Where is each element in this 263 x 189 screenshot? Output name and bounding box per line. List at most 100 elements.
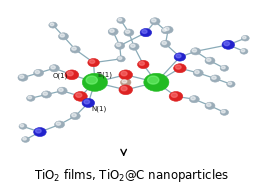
Circle shape bbox=[138, 60, 149, 69]
Circle shape bbox=[22, 137, 29, 142]
Circle shape bbox=[171, 93, 177, 97]
Circle shape bbox=[163, 26, 173, 33]
Circle shape bbox=[70, 112, 80, 120]
Circle shape bbox=[70, 46, 80, 53]
Circle shape bbox=[169, 91, 183, 101]
Circle shape bbox=[56, 122, 60, 125]
Circle shape bbox=[88, 58, 99, 67]
Circle shape bbox=[176, 54, 181, 58]
Circle shape bbox=[118, 57, 122, 60]
Circle shape bbox=[206, 58, 211, 61]
Circle shape bbox=[139, 62, 144, 65]
Circle shape bbox=[19, 124, 27, 129]
Circle shape bbox=[43, 92, 47, 95]
Circle shape bbox=[27, 95, 35, 101]
Circle shape bbox=[148, 76, 159, 84]
Circle shape bbox=[89, 60, 95, 64]
Circle shape bbox=[140, 29, 152, 37]
Circle shape bbox=[28, 96, 32, 99]
Circle shape bbox=[119, 70, 133, 80]
Circle shape bbox=[117, 17, 125, 23]
Text: Ti(1): Ti(1) bbox=[96, 71, 112, 78]
Circle shape bbox=[221, 66, 225, 69]
Circle shape bbox=[120, 79, 131, 86]
Circle shape bbox=[222, 40, 235, 49]
Circle shape bbox=[144, 73, 169, 91]
Circle shape bbox=[129, 43, 139, 50]
Circle shape bbox=[160, 40, 170, 47]
Circle shape bbox=[121, 86, 127, 91]
Circle shape bbox=[125, 30, 130, 33]
Circle shape bbox=[228, 82, 232, 85]
Text: TiO$_2$ films, TiO$_2$@C nanoparticles: TiO$_2$ films, TiO$_2$@C nanoparticles bbox=[34, 167, 229, 184]
Circle shape bbox=[174, 64, 186, 73]
Circle shape bbox=[35, 70, 40, 74]
Circle shape bbox=[42, 91, 52, 98]
Circle shape bbox=[108, 28, 118, 35]
Circle shape bbox=[117, 56, 125, 62]
Circle shape bbox=[221, 110, 225, 113]
Circle shape bbox=[220, 109, 229, 115]
Circle shape bbox=[227, 81, 235, 87]
Circle shape bbox=[34, 128, 46, 136]
Circle shape bbox=[58, 33, 68, 40]
Text: N(1): N(1) bbox=[92, 106, 107, 112]
Circle shape bbox=[36, 129, 41, 133]
Circle shape bbox=[74, 91, 87, 101]
Circle shape bbox=[240, 49, 248, 54]
Circle shape bbox=[124, 29, 134, 36]
Circle shape bbox=[115, 42, 125, 49]
Circle shape bbox=[210, 75, 220, 82]
Circle shape bbox=[118, 18, 122, 21]
Circle shape bbox=[86, 76, 97, 84]
Circle shape bbox=[121, 71, 127, 76]
Circle shape bbox=[65, 70, 79, 80]
Circle shape bbox=[174, 53, 186, 61]
Circle shape bbox=[59, 88, 63, 91]
Circle shape bbox=[49, 65, 59, 72]
Circle shape bbox=[205, 57, 215, 64]
Circle shape bbox=[20, 124, 24, 127]
Circle shape bbox=[72, 114, 76, 117]
Circle shape bbox=[72, 47, 76, 50]
Circle shape bbox=[163, 29, 166, 31]
Circle shape bbox=[241, 49, 245, 52]
Circle shape bbox=[55, 121, 64, 128]
Circle shape bbox=[189, 96, 199, 103]
Text: O(1): O(1) bbox=[53, 73, 68, 79]
Circle shape bbox=[206, 103, 211, 106]
Circle shape bbox=[23, 138, 26, 140]
Circle shape bbox=[191, 48, 201, 55]
Circle shape bbox=[82, 98, 95, 107]
Circle shape bbox=[241, 35, 249, 41]
Circle shape bbox=[84, 100, 90, 104]
Circle shape bbox=[19, 75, 24, 78]
Circle shape bbox=[60, 34, 64, 37]
Circle shape bbox=[57, 87, 67, 94]
Circle shape bbox=[161, 28, 170, 34]
Circle shape bbox=[142, 30, 147, 33]
Circle shape bbox=[150, 18, 160, 25]
Circle shape bbox=[110, 29, 114, 32]
Circle shape bbox=[119, 85, 133, 95]
Circle shape bbox=[151, 19, 156, 22]
Circle shape bbox=[50, 23, 54, 26]
Circle shape bbox=[220, 65, 229, 71]
Circle shape bbox=[34, 69, 44, 77]
Circle shape bbox=[162, 41, 166, 45]
Circle shape bbox=[195, 70, 199, 74]
Circle shape bbox=[76, 93, 82, 97]
Circle shape bbox=[82, 73, 107, 91]
Circle shape bbox=[212, 76, 216, 79]
Circle shape bbox=[205, 102, 215, 109]
Circle shape bbox=[192, 49, 196, 52]
Circle shape bbox=[242, 36, 246, 39]
Circle shape bbox=[193, 69, 203, 77]
Circle shape bbox=[175, 65, 181, 69]
Circle shape bbox=[116, 43, 121, 46]
Circle shape bbox=[51, 66, 55, 69]
Circle shape bbox=[18, 74, 28, 81]
Circle shape bbox=[67, 71, 73, 76]
Circle shape bbox=[191, 97, 195, 100]
Circle shape bbox=[122, 80, 127, 83]
